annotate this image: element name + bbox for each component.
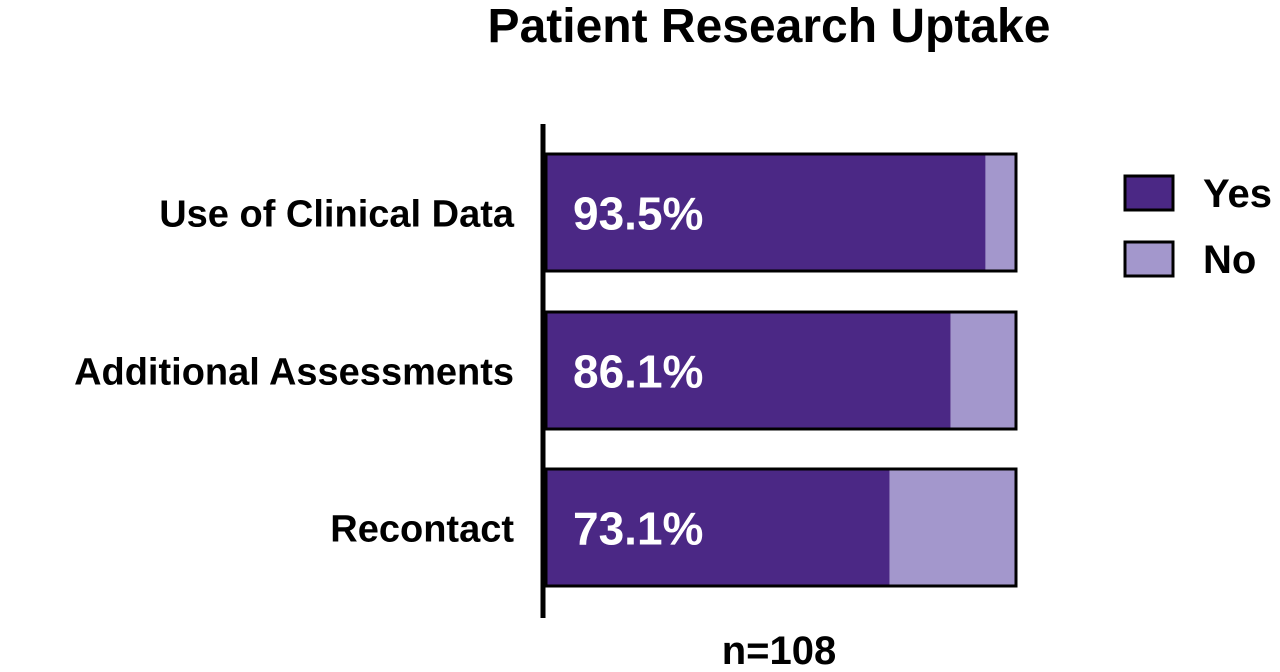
category-labels: Use of Clinical Data Additional Assessmen… (74, 194, 515, 551)
bar-outline-additional-assessments (544, 310, 1018, 431)
data-label-yes-use-of-clinical-data: 93.5% (573, 188, 703, 240)
legend-label-yes: Yes (1203, 172, 1272, 216)
bar-yes-recontact (546, 469, 890, 586)
bar-yes-use-of-clinical-data (546, 154, 986, 271)
chart-title: Patient Research Uptake (488, 0, 1051, 53)
legend-swatch-yes (1123, 174, 1175, 212)
legend-label-no: No (1203, 238, 1256, 282)
category-label-use-of-clinical-data: Use of Clinical Data (159, 194, 515, 236)
bar-no-use-of-clinical-data (985, 154, 1016, 271)
data-label-yes-additional-assessments: 86.1% (573, 346, 703, 398)
bar-yes-additional-assessments (546, 312, 951, 429)
data-label-yes-recontact: 73.1% (573, 503, 703, 555)
bar-no-additional-assessments (950, 312, 1016, 429)
bars-layer: 93.5% 86.1% 73.1% (544, 152, 1018, 588)
bar-no-recontact (889, 469, 1016, 586)
bar-outline-use-of-clinical-data (544, 152, 1018, 273)
bar-outline-recontact (544, 467, 1018, 588)
legend: Yes No (1123, 172, 1272, 282)
category-label-additional-assessments: Additional Assessments (74, 352, 514, 394)
sample-size-annotation: n=108 (722, 629, 837, 667)
legend-swatch-no (1123, 240, 1175, 278)
category-label-recontact: Recontact (330, 509, 514, 551)
